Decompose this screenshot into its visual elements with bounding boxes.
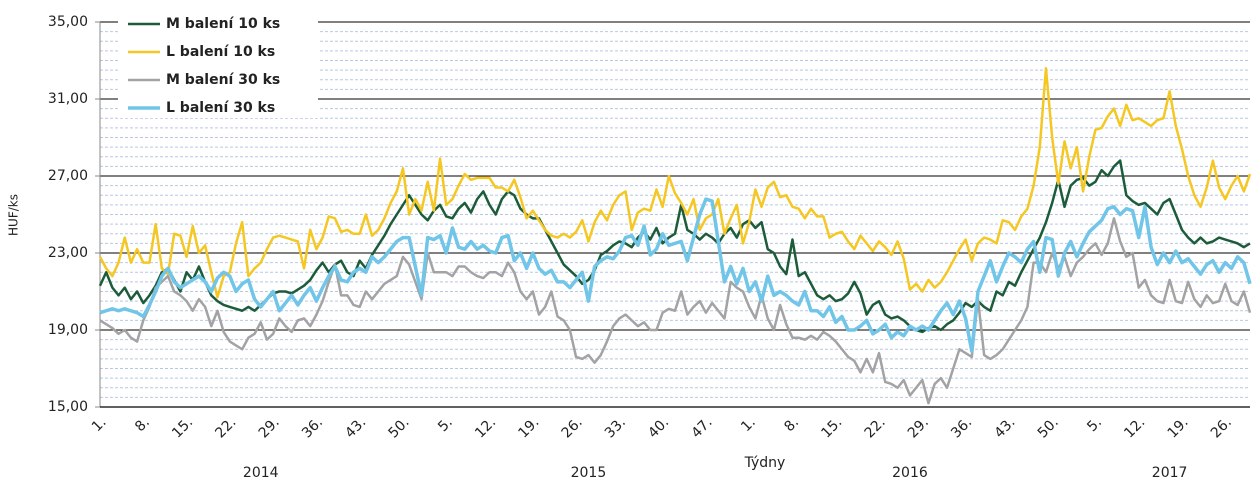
legend-label: M balení 30 ks: [166, 72, 280, 88]
legend-label: L balení 30 ks: [166, 100, 275, 116]
x-group-label: 2014: [243, 465, 279, 481]
series-line: [98, 159, 1251, 334]
x-tick-label: 47.: [689, 414, 716, 441]
x-tick-label: 43.: [991, 414, 1018, 441]
x-tick-label: 8.: [781, 414, 802, 435]
x-group-label: 2015: [571, 465, 607, 481]
y-tick-label: 15,00: [48, 399, 88, 415]
x-tick-label: 22.: [212, 414, 239, 441]
y-tick-label: 31,00: [48, 91, 88, 107]
x-tick-label: 12.: [1121, 414, 1148, 441]
x-tick-label: 33.: [602, 414, 629, 441]
y-tick-label: 35,00: [48, 14, 88, 30]
x-tick-label: 36.: [299, 414, 326, 441]
x-tick-label: 12.: [472, 414, 499, 441]
x-tick-label: 50.: [1035, 414, 1062, 441]
x-tick-label: 22.: [862, 414, 889, 441]
x-tick-label: 29.: [905, 414, 932, 441]
x-tick-label: 1.: [89, 414, 110, 435]
x-group-label: 2016: [892, 465, 928, 481]
x-tick-label: 19.: [515, 414, 542, 441]
legend-label: M balení 10 ks: [166, 16, 280, 32]
x-tick-label: 15.: [818, 414, 845, 441]
x-tick-label: 40.: [645, 414, 672, 441]
x-tick-label: 36.: [948, 414, 975, 441]
x-tick-label: 26.: [559, 414, 586, 441]
x-tick-label: 5.: [435, 414, 456, 435]
legend-label: L balení 10 ks: [166, 44, 275, 60]
x-tick-label: 50.: [386, 414, 413, 441]
x-axis-title: Týdny: [744, 455, 786, 471]
x-tick-label: 1.: [738, 414, 759, 435]
series-line: [99, 197, 1252, 353]
x-tick-label: 29.: [256, 414, 283, 441]
y-tick-label: 27,00: [48, 168, 88, 184]
x-tick-label: 26.: [1208, 414, 1235, 441]
legend-box: [118, 10, 318, 118]
series-line: [98, 66, 1252, 299]
y-tick-label: 19,00: [48, 322, 88, 338]
y-tick-label: 23,00: [48, 245, 88, 261]
x-tick-label: 8.: [132, 414, 153, 435]
y-axis-title: HUF/ks: [7, 194, 21, 236]
x-tick-label: 15.: [169, 414, 196, 441]
x-group-label: 2017: [1152, 465, 1188, 481]
x-tick-label: 5.: [1084, 414, 1105, 435]
x-tick-label: 43.: [342, 414, 369, 441]
x-tick-label: 19.: [1165, 414, 1192, 441]
